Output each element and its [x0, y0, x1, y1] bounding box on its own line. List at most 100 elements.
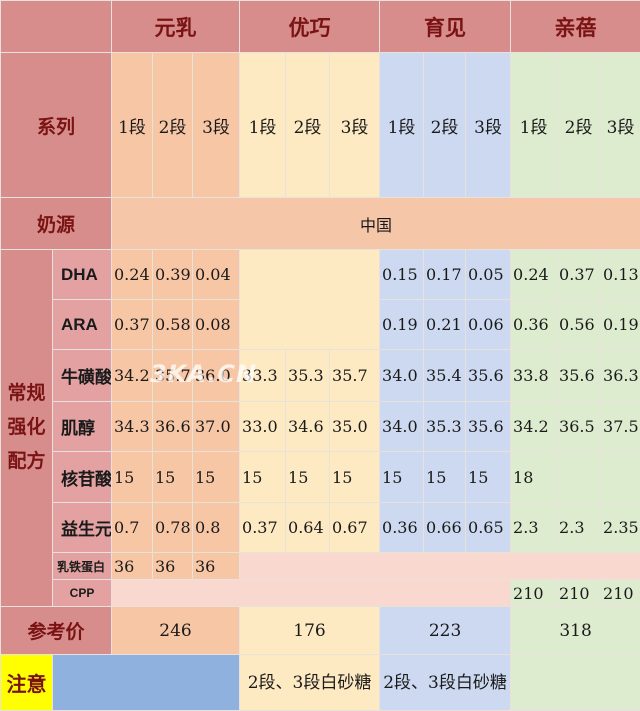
empty-cell [240, 553, 640, 580]
value-cell: 34.6 [286, 402, 330, 452]
formula-label-line: 强化 [1, 411, 52, 445]
value-cell: 0.37 [557, 250, 601, 300]
taurine-row: 牛磺酸 34.2 35.7 36.0 33.3 35.3 35.7 34.0 3… [1, 350, 640, 402]
value-cell: 2.3 [557, 503, 601, 553]
milk-source-row: 奶源 中国 [1, 198, 640, 250]
value-cell: 0.24 [112, 250, 153, 300]
value-cell: 15 [466, 452, 511, 503]
value-cell: 33.0 [240, 402, 286, 452]
value-cell: 35.7 [153, 350, 193, 402]
segment-cell: 3段 [330, 53, 380, 198]
nutrient-label: 乳铁蛋白 [53, 553, 112, 580]
value-cell: 34.2 [511, 402, 557, 452]
segment-cell: 1段 [380, 53, 424, 198]
value-cell: 0.64 [286, 503, 330, 553]
value-cell: 0.24 [511, 250, 557, 300]
value-cell: 0.67 [330, 503, 380, 553]
brand-qinbei: 亲蓓 [511, 1, 640, 53]
segment-cell: 2段 [424, 53, 466, 198]
value-cell: 36.5 [557, 402, 601, 452]
series-row: 系列 1段 2段 3段 1段 2段 3段 1段 2段 3段 1段 2段 3段 [1, 53, 640, 198]
value-cell: 34.0 [380, 402, 424, 452]
value-cell: 35.0 [330, 402, 380, 452]
value-cell: 2.35 [601, 503, 640, 553]
note-label: 注意 [1, 655, 53, 711]
price-yuanru: 246 [112, 607, 240, 655]
value-cell: 35.6 [466, 350, 511, 402]
note-youqiao: 2段、3段白砂糖 [240, 655, 380, 711]
value-cell [557, 452, 601, 503]
value-cell: 0.37 [240, 503, 286, 553]
value-cell: 15 [424, 452, 466, 503]
price-label: 参考价 [1, 607, 112, 655]
value-cell: 33.3 [240, 350, 286, 402]
formula-label-line: 配方 [1, 445, 52, 479]
segment-cell: 2段 [557, 53, 601, 198]
value-cell: 0.65 [466, 503, 511, 553]
value-cell: 34.3 [112, 402, 153, 452]
value-cell: 0.36 [511, 300, 557, 350]
empty-cell [112, 580, 511, 607]
value-cell: 36.6 [153, 402, 193, 452]
value-cell: 210 [601, 580, 640, 607]
value-cell: 2.3 [511, 503, 557, 553]
value-cell: 0.08 [193, 300, 240, 350]
value-cell: 15 [330, 452, 380, 503]
formula-label-line: 常规 [1, 377, 52, 411]
value-cell: 0.39 [153, 250, 193, 300]
value-cell: 0.21 [424, 300, 466, 350]
value-cell: 0.78 [153, 503, 193, 553]
note-yujian: 2段、3段白砂糖 [380, 655, 511, 711]
price-youqiao: 176 [240, 607, 380, 655]
nucleotide-row: 核苷酸 15 15 15 15 15 15 15 15 15 18 [1, 452, 640, 503]
value-cell [601, 452, 640, 503]
lactoferrin-row: 乳铁蛋白 36 36 36 [1, 553, 640, 580]
value-cell: 18 [511, 452, 557, 503]
value-cell: 15 [153, 452, 193, 503]
nutrient-label: CPP [53, 580, 112, 607]
prebiotic-row: 益生元 0.7 0.78 0.8 0.37 0.64 0.67 0.36 0.6… [1, 503, 640, 553]
value-cell: 37.5 [601, 402, 640, 452]
milk-source-label: 奶源 [1, 198, 112, 250]
value-cell: 0.56 [557, 300, 601, 350]
value-cell: 36 [193, 553, 240, 580]
value-cell: 0.8 [193, 503, 240, 553]
brand-yujian: 育见 [380, 1, 511, 53]
value-cell: 0.58 [153, 300, 193, 350]
value-cell: 210 [511, 580, 557, 607]
value-cell: 35.7 [330, 350, 380, 402]
value-cell: 35.3 [424, 402, 466, 452]
nutrient-label: ARA [53, 300, 112, 350]
value-cell: 0.66 [424, 503, 466, 553]
dha-row: 常规 强化 配方 DHA 0.24 0.39 0.04 0.15 0.17 0.… [1, 250, 640, 300]
segment-cell: 3段 [601, 53, 640, 198]
value-cell: 0.36 [380, 503, 424, 553]
brand-header-row: 元乳 优巧 育见 亲蓓 [1, 1, 640, 53]
value-cell: 34.0 [380, 350, 424, 402]
value-cell: 35.6 [557, 350, 601, 402]
value-cell: 36 [153, 553, 193, 580]
brand-youqiao: 优巧 [240, 1, 380, 53]
segment-cell: 2段 [286, 53, 330, 198]
nutrient-label: 牛磺酸 [53, 350, 112, 402]
value-cell: 0.04 [193, 250, 240, 300]
value-cell: 15 [112, 452, 153, 503]
nutrient-label: 核苷酸 [53, 452, 112, 503]
segment-cell: 1段 [112, 53, 153, 198]
value-cell: 210 [557, 580, 601, 607]
nutrient-label: DHA [53, 250, 112, 300]
nutrient-label: 肌醇 [53, 402, 112, 452]
value-cell: 35.3 [286, 350, 330, 402]
value-cell: 34.2 [112, 350, 153, 402]
series-label: 系列 [1, 53, 112, 198]
value-cell: 0.13 [601, 250, 640, 300]
segment-cell: 1段 [240, 53, 286, 198]
value-cell: 0.17 [424, 250, 466, 300]
value-cell: 36 [112, 553, 153, 580]
corner-cell [1, 1, 112, 53]
formula-section-label: 常规 强化 配方 [1, 250, 53, 607]
segment-cell: 3段 [193, 53, 240, 198]
value-cell: 35.6 [466, 402, 511, 452]
value-cell: 0.7 [112, 503, 153, 553]
